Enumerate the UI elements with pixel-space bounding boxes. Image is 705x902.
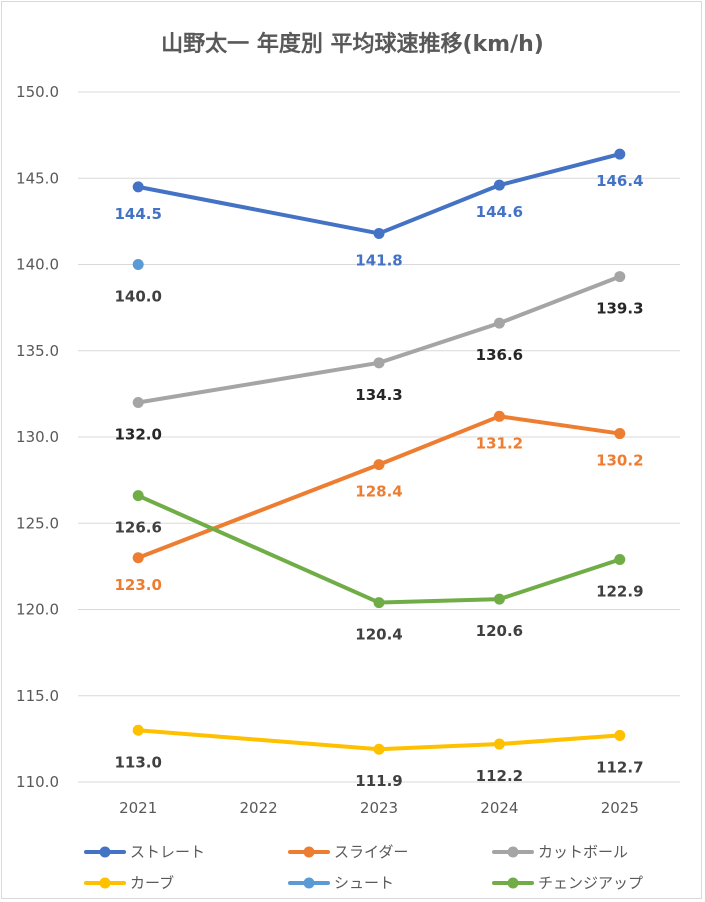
legend-label: カーブ	[130, 874, 174, 892]
data-point	[132, 259, 144, 270]
data-label: 144.6	[476, 203, 523, 221]
data-label: 136.6	[476, 346, 523, 364]
data-label: 112.2	[476, 767, 523, 785]
legend-label: チェンジアップ	[538, 874, 643, 892]
data-point	[493, 179, 505, 191]
data-point	[614, 148, 626, 160]
data-label: 122.9	[596, 582, 643, 600]
data-label: 141.8	[355, 251, 402, 269]
data-point	[132, 552, 144, 564]
series-line	[136, 493, 622, 605]
y-tick-label: 135.0	[16, 342, 59, 360]
y-tick-label: 150.0	[16, 83, 59, 101]
y-tick-label: 120.0	[16, 601, 59, 619]
y-tick-label: 145.0	[16, 169, 59, 187]
data-point	[493, 738, 505, 750]
legend-swatch-marker	[507, 877, 519, 889]
legend-label: スライダー	[334, 843, 408, 861]
x-tick-label: 2023	[360, 799, 398, 817]
y-tick-label: 110.0	[16, 773, 59, 791]
x-tick-label: 2022	[240, 799, 278, 817]
series-line	[136, 274, 622, 405]
x-tick-label: 2021	[119, 799, 157, 817]
data-point	[614, 729, 626, 741]
x-tick-label: 2024	[480, 799, 518, 817]
data-point	[614, 271, 626, 283]
data-label: 120.6	[476, 622, 523, 640]
data-point	[373, 597, 385, 609]
data-point	[373, 357, 385, 369]
data-point	[373, 459, 385, 471]
x-tick-label: 2025	[601, 799, 639, 817]
data-label: 131.2	[476, 434, 523, 452]
legend-label: ストレート	[130, 843, 205, 861]
data-label: 128.4	[355, 483, 402, 501]
data-point	[614, 428, 626, 440]
data-label: 113.0	[114, 753, 161, 771]
data-label: 120.4	[355, 626, 402, 644]
series-line	[136, 152, 622, 236]
data-label: 146.4	[596, 172, 643, 190]
data-point	[132, 397, 144, 408]
series-line	[136, 414, 622, 560]
data-label: 130.2	[596, 452, 643, 470]
data-point	[493, 593, 505, 605]
data-point	[493, 410, 505, 422]
data-label: 134.3	[355, 386, 402, 404]
data-point	[373, 743, 385, 755]
legend-swatch-marker	[99, 846, 111, 858]
data-point	[373, 227, 385, 239]
data-label: 111.9	[355, 772, 402, 790]
y-tick-label: 140.0	[16, 256, 59, 274]
legend-swatch-marker	[303, 877, 315, 889]
y-tick-label: 130.0	[16, 428, 59, 446]
series-line	[136, 728, 622, 752]
data-point	[132, 724, 144, 736]
data-label: 132.0	[114, 426, 161, 444]
legend-swatch-marker	[303, 846, 315, 858]
data-label: 126.6	[114, 519, 161, 537]
data-point	[493, 317, 505, 329]
data-label: 144.5	[114, 205, 161, 223]
legend-label: シュート	[334, 874, 394, 892]
data-point	[132, 181, 144, 193]
y-tick-label: 125.0	[16, 514, 59, 532]
data-label: 123.0	[114, 576, 161, 594]
legend-swatch-marker	[507, 846, 519, 858]
data-label: 112.7	[596, 758, 643, 776]
chart-title: 山野太一 年度別 平均球速推移(km/h)	[161, 32, 544, 57]
legend-label: カットボール	[538, 843, 628, 861]
data-label: 139.3	[596, 300, 643, 318]
legend-swatch-marker	[99, 877, 111, 889]
data-point	[614, 553, 626, 565]
y-tick-label: 115.0	[16, 687, 59, 705]
data-point	[132, 490, 144, 502]
data-label: 140.0	[114, 288, 161, 306]
